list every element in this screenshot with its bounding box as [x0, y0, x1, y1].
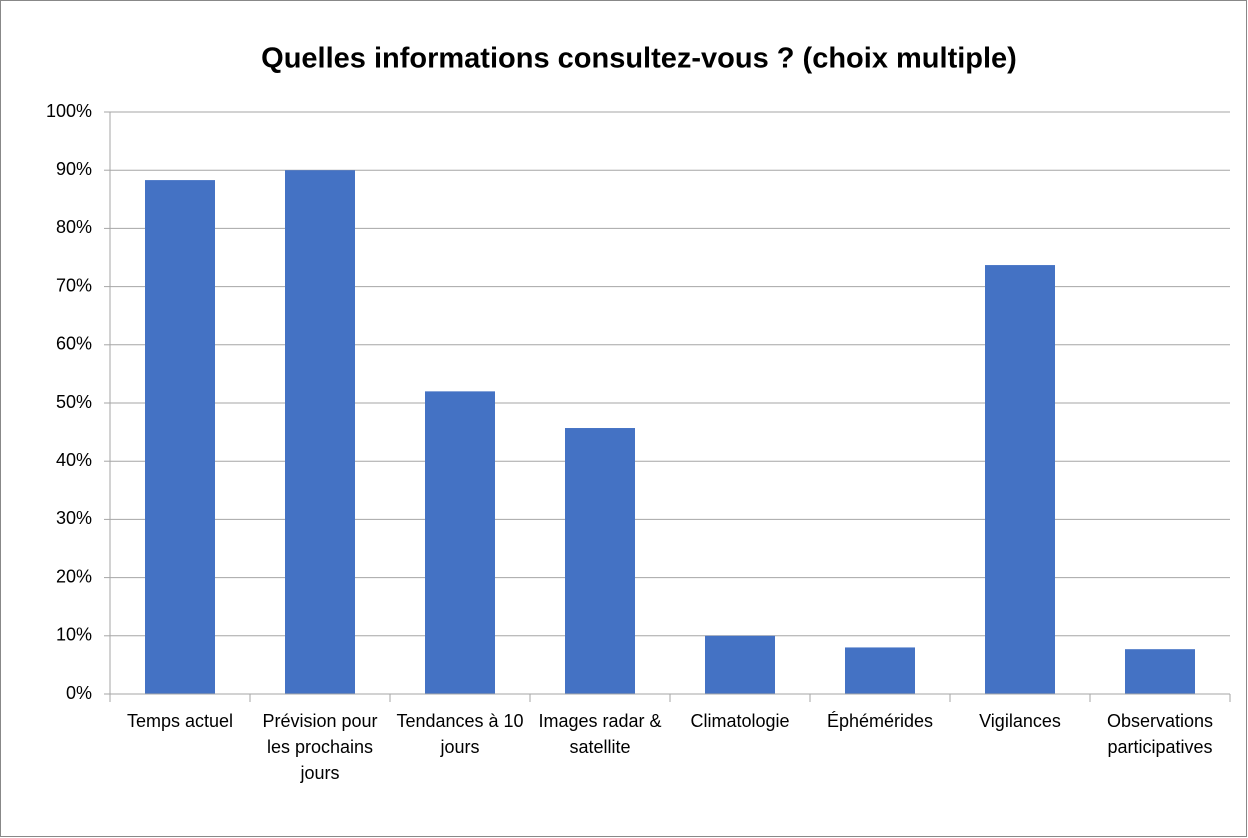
x-tick-label: Tendances à 10 jours — [396, 711, 524, 757]
bar — [985, 265, 1055, 694]
y-tick-label: 70% — [56, 275, 92, 295]
y-tick-label: 90% — [56, 159, 92, 179]
bar — [845, 647, 915, 694]
bar — [285, 170, 355, 694]
x-tick-label: Images radar & satellite — [538, 711, 662, 757]
y-tick-label: 80% — [56, 217, 92, 237]
y-tick-label: 40% — [56, 450, 92, 470]
bar — [425, 391, 495, 694]
x-tick-label: Temps actuel — [126, 711, 234, 731]
y-tick-label: 20% — [56, 566, 92, 586]
y-tick-label: 100% — [46, 101, 92, 121]
y-tick-label: 50% — [56, 392, 92, 412]
bar — [705, 635, 775, 694]
chart-title: Quelles informations consultez-vous ? (c… — [261, 43, 1017, 75]
x-tick-label: Prévision pour les prochains jours — [262, 711, 378, 783]
bar — [145, 180, 215, 694]
x-tick-label: Observations participatives — [1106, 711, 1214, 757]
bar — [1125, 649, 1195, 694]
x-tick-label: Éphémérides — [826, 711, 934, 731]
x-tick-label: Vigilances — [979, 711, 1061, 731]
x-tick-label: Climatologie — [690, 711, 790, 731]
y-tick-label: 30% — [56, 508, 92, 528]
y-tick-label: 10% — [56, 625, 92, 645]
y-tick-label: 0% — [66, 683, 92, 703]
y-tick-label: 60% — [56, 334, 92, 354]
bar — [565, 428, 635, 694]
